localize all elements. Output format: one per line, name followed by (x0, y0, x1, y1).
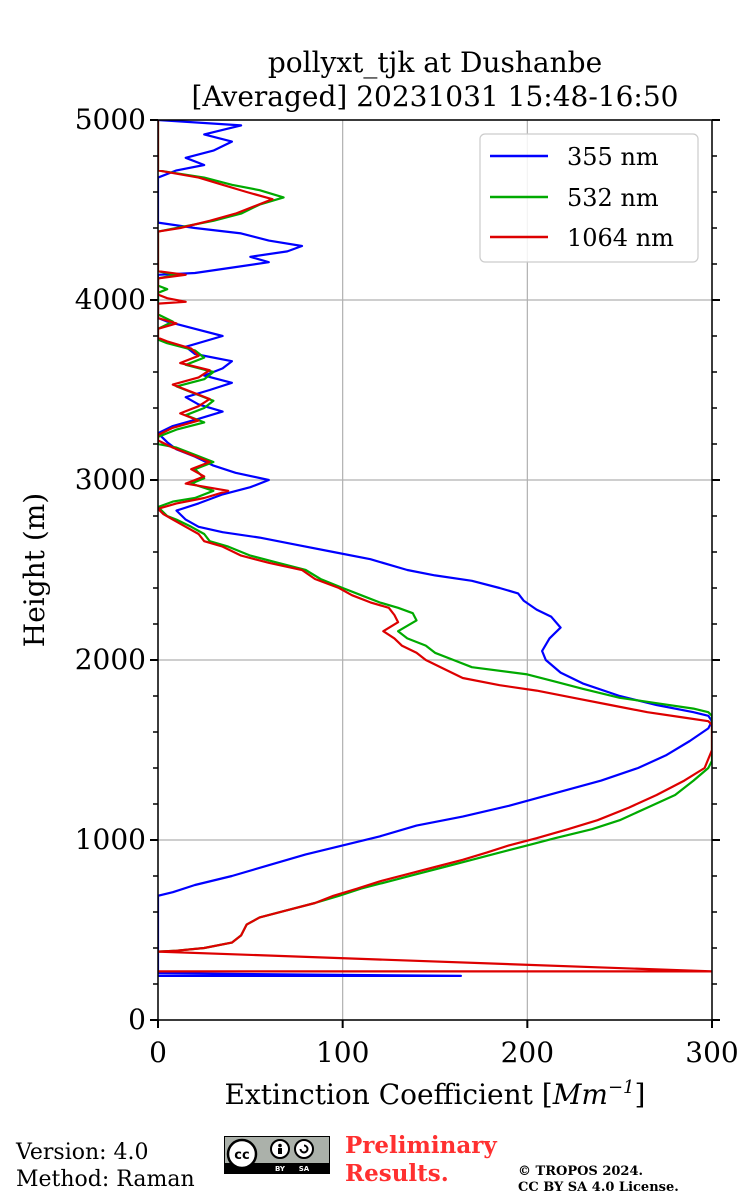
chart-title-line2: [Averaged] 20231031 15:48-16:50 (192, 80, 679, 113)
legend-label-355: 355 nm (567, 143, 659, 171)
cc-circle-icon (226, 1138, 258, 1170)
y-tick-label-2: 2000 (75, 643, 146, 676)
legend: 355 nm 532 nm 1064 nm (479, 133, 699, 263)
y-tick-label-4: 4000 (75, 283, 146, 316)
y-tick-label-5: 5000 (75, 103, 146, 136)
copyright-text-line2: CC BY SA 4.0 License. (518, 1180, 679, 1195)
chart-title-line1: pollyxt_tjk at Dushanbe (268, 46, 602, 79)
share-alike-arrow (299, 1144, 309, 1154)
legend-label-1064: 1064 nm (567, 224, 674, 252)
cc-text: cc (234, 1148, 249, 1163)
copyright-text-line1: © TROPOS 2024. (518, 1164, 644, 1179)
x-tick-label-1: 100 (316, 1036, 369, 1069)
y-tick-label-1: 1000 (75, 823, 146, 856)
x-axis-label: Extinction Coefficient [Mm−1] (225, 1077, 646, 1111)
series-line-1 (158, 120, 712, 953)
extinction-profile-chart: 0 1000 2000 3000 4000 5000 0 100 200 300 pollyxt_… (18, 46, 739, 1111)
legend-box (479, 133, 699, 263)
x-tick-label-3: 300 (685, 1036, 738, 1069)
share-alike-icon (294, 1139, 314, 1159)
series-layer (158, 120, 712, 978)
series-line-0 (158, 120, 712, 978)
plot-frame (157, 119, 713, 1021)
attribution-head (278, 1143, 282, 1148)
x-tick-label-0: 0 (149, 1036, 167, 1069)
preliminary-text-line2: Results. (345, 1160, 449, 1187)
preliminary-text-line1: Preliminary (345, 1132, 497, 1159)
x-tick-label-2: 200 (501, 1036, 554, 1069)
tick-labels: 0 1000 2000 3000 4000 5000 0 100 200 300 (75, 103, 739, 1069)
legend-label-532: 532 nm (567, 184, 659, 212)
y-axis-label: Height (m) (18, 493, 51, 647)
series-line-2 (158, 120, 712, 973)
attribution-body (278, 1148, 282, 1154)
version-text: Version: 4.0 (16, 1140, 149, 1165)
axis-ticks (150, 119, 720, 1028)
method-text: Method: Raman (16, 1167, 195, 1192)
badge-sa-text: SA (299, 1165, 310, 1173)
y-tick-label-0: 0 (128, 1003, 146, 1036)
badge-by-text: BY (275, 1165, 286, 1173)
y-tick-label-3: 3000 (75, 463, 146, 496)
cc-by-sa-badge: cc BY SA (224, 1136, 330, 1174)
